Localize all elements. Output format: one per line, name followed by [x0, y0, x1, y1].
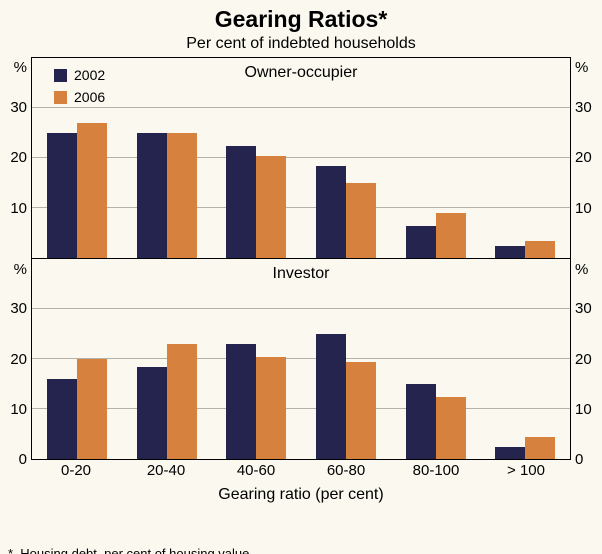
panel-owner-occupier: % 10 20 30 Owner-occupier 2002 2006 % 10 20 30 — [0, 57, 602, 259]
legend-swatch-2002 — [54, 68, 67, 82]
panel-investor: % 0 10 20 30 Investor % 0 10 20 30 — [0, 259, 602, 468]
y-tick-label-30: 30 — [575, 98, 592, 116]
y-tick-label-30: 30 — [10, 300, 27, 318]
y-axis-right-owner-occupier: % 10 20 30 — [571, 57, 602, 259]
footnotes: * Housing debt, per cent of housing valu… — [0, 511, 602, 554]
y-axis-right-investor: % 0 10 20 30 — [571, 259, 602, 468]
bar-2002-0-20 — [46, 133, 77, 258]
x-axis-title: Gearing ratio (per cent) — [218, 486, 384, 503]
bar-2006-20-40 — [166, 344, 197, 459]
x-tick-label-20-40: 20-40 — [146, 462, 186, 479]
bar-group-60-80 — [301, 58, 391, 258]
y-axis-left-owner-occupier: % 10 20 30 — [0, 57, 31, 259]
bar-group->100 — [480, 259, 570, 459]
y-axis-left-investor: % 0 10 20 30 — [0, 259, 31, 468]
bar-2002->100 — [495, 446, 526, 459]
plot-owner-occupier: Owner-occupier 2002 2006 — [31, 57, 571, 259]
bar-group-40-60 — [211, 58, 301, 258]
bar-group-0-20 — [32, 259, 122, 459]
panel-label-owner-occupier: Owner-occupier — [244, 64, 358, 81]
bar-group->100 — [480, 58, 570, 258]
y-tick-label-20: 20 — [575, 149, 592, 166]
bar-2006-40-60 — [256, 356, 287, 459]
y-axis-unit-label: % — [575, 261, 589, 278]
bar-2002->100 — [495, 245, 526, 258]
y-tick-label-20: 20 — [10, 149, 27, 166]
bar-2002-20-40 — [136, 366, 167, 459]
legend-label-2006: 2006 — [74, 89, 106, 105]
bar-2006-60-80 — [345, 183, 376, 258]
y-axis-unit-label: % — [13, 59, 27, 76]
bar-group-80-100 — [391, 58, 481, 258]
y-tick-label-10: 10 — [575, 199, 592, 217]
y-tick-label-0: 0 — [18, 451, 27, 468]
footnote-asterisk: * Housing debt, per cent of housing valu… — [8, 546, 250, 554]
y-tick-label-30: 30 — [575, 300, 592, 318]
y-axis-unit-label: % — [575, 59, 589, 76]
x-tick-label-40-60: 40-60 — [236, 462, 276, 479]
bar-2002-60-80 — [315, 334, 346, 459]
legend-item-2006: 2006 — [54, 89, 105, 105]
bar-group-0-20 — [32, 58, 122, 258]
chart-title: Gearing Ratios* — [214, 6, 388, 32]
bar-group-60-80 — [301, 259, 391, 459]
bar-group-40-60 — [211, 259, 301, 459]
bar-2006-60-80 — [345, 361, 376, 459]
gridline-10 — [32, 207, 570, 208]
y-tick-label-30: 30 — [10, 98, 27, 116]
y-tick-label-0: 0 — [575, 451, 584, 468]
legend: 2002 2006 — [54, 67, 105, 111]
x-tick-label-80-100: 80-100 — [412, 462, 460, 479]
bar-2006-0-20 — [76, 359, 107, 459]
chart-subtitle: Per cent of indebted households — [186, 35, 416, 52]
y-tick-label-10: 10 — [10, 400, 27, 418]
legend-swatch-2006 — [54, 90, 67, 104]
gridline-10 — [32, 408, 570, 409]
y-tick-label-20: 20 — [10, 350, 27, 368]
y-tick-label-20: 20 — [575, 350, 592, 368]
gridline-30 — [32, 107, 570, 108]
gridline-30 — [32, 308, 570, 309]
bar-2006->100 — [525, 240, 556, 258]
bar-2002-40-60 — [226, 145, 257, 258]
bar-2006-0-20 — [76, 123, 107, 258]
bar-2006-20-40 — [166, 133, 197, 258]
x-tick-label->100: > 100 — [507, 462, 545, 479]
y-axis-unit-label: % — [13, 261, 27, 278]
bar-group-20-40 — [122, 58, 212, 258]
bar-2002-60-80 — [315, 165, 346, 258]
bar-2006-40-60 — [256, 155, 287, 258]
x-tick-label-60-80: 60-80 — [326, 462, 366, 479]
panel-label-investor: Investor — [272, 265, 330, 282]
bar-2002-80-100 — [405, 384, 436, 459]
legend-item-2002: 2002 — [54, 67, 105, 83]
bar-2002-80-100 — [405, 225, 436, 258]
bar-2002-20-40 — [136, 133, 167, 258]
x-tick-label-0-20: 0-20 — [60, 462, 92, 479]
y-tick-label-10: 10 — [10, 199, 27, 217]
bar-2002-40-60 — [226, 344, 257, 459]
bar-group-80-100 — [391, 259, 481, 459]
bar-2006-80-100 — [435, 396, 466, 459]
legend-label-2002: 2002 — [74, 67, 106, 83]
chart-area: % 10 20 30 Owner-occupier 2002 2006 % 10 20 30… — [0, 57, 602, 468]
gridline-20 — [32, 358, 570, 359]
x-axis-tick-labels: 0-20 20-40 40-60 60-80 80-100 > 100 — [31, 460, 571, 482]
bar-2002-0-20 — [46, 379, 77, 459]
gridline-20 — [32, 157, 570, 158]
plot-investor: Investor — [31, 259, 571, 460]
y-tick-label-10: 10 — [575, 400, 592, 418]
bar-2006-80-100 — [435, 213, 466, 258]
bar-group-20-40 — [122, 259, 212, 459]
bar-2006->100 — [525, 436, 556, 459]
